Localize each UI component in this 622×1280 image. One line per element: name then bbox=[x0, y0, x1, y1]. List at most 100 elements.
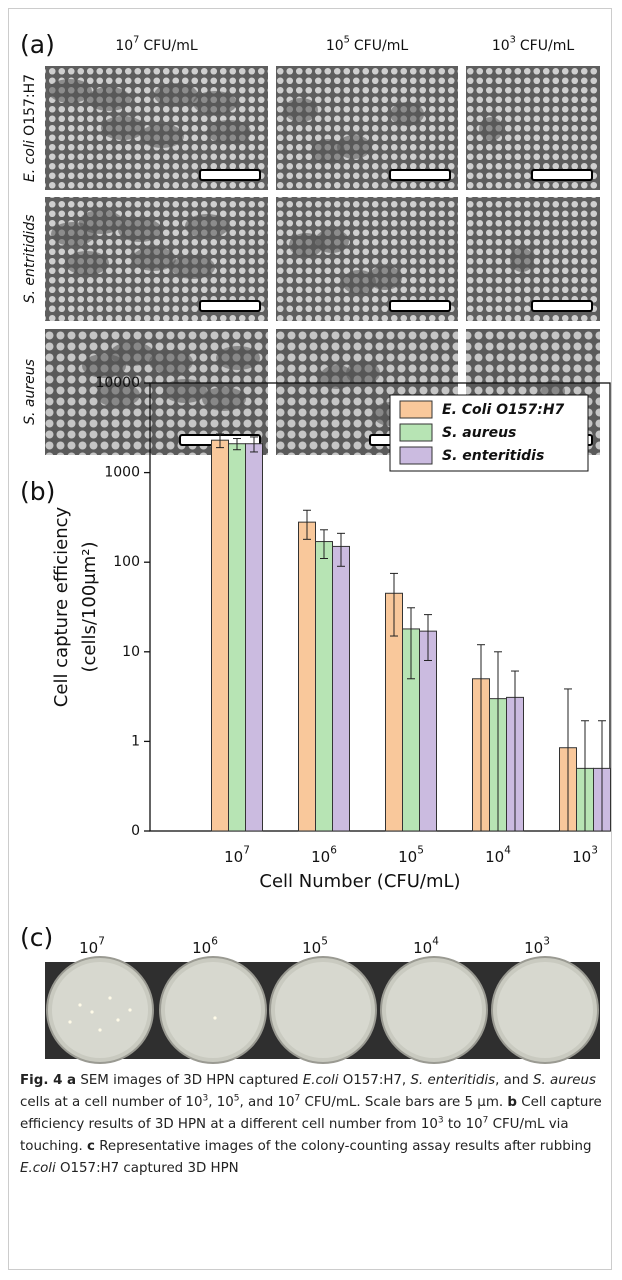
caption-run: O157:H7, bbox=[338, 1073, 411, 1088]
power-exponent: 4 bbox=[504, 844, 511, 856]
caption-run: to 10 bbox=[443, 1117, 483, 1132]
bar bbox=[245, 443, 263, 832]
y-tick-label: 10000 bbox=[95, 375, 140, 391]
unit: CFU/mL bbox=[143, 38, 197, 54]
unit: CFU/mL bbox=[520, 38, 574, 54]
power-exponent: 6 bbox=[330, 844, 337, 856]
x-tick-label: 105 bbox=[398, 844, 424, 865]
power-exponent: 7 bbox=[98, 935, 105, 947]
power-exponent: 7 bbox=[243, 844, 250, 856]
cell-cluster bbox=[311, 139, 345, 163]
unit: CFU/mL bbox=[354, 38, 408, 54]
cell-cluster bbox=[346, 361, 380, 385]
cell-cluster bbox=[510, 248, 534, 272]
power-base: 10 bbox=[572, 848, 591, 866]
column-label: 107 CFU/mL bbox=[115, 35, 197, 54]
cell-cluster bbox=[216, 346, 260, 370]
cell-cluster bbox=[96, 383, 140, 407]
y-tick-label: 1 bbox=[131, 733, 140, 749]
column-label: 105 CFU/mL bbox=[326, 35, 408, 54]
power-exponent: 3 bbox=[543, 935, 550, 947]
caption-run: Cell capture efficiency results of 3D HP… bbox=[20, 1095, 602, 1132]
legend-swatch bbox=[399, 423, 433, 442]
bar bbox=[228, 443, 246, 832]
power-base: 10 bbox=[485, 848, 504, 866]
petri-agar bbox=[165, 962, 261, 1058]
column-label: 105 bbox=[302, 935, 328, 956]
caption-run: S. aureus bbox=[533, 1073, 596, 1088]
panel-label: (b) bbox=[20, 477, 55, 506]
caption-run: SEM images of 3D HPN captured bbox=[76, 1073, 303, 1088]
power-exponent: 3 bbox=[591, 844, 598, 856]
y-tick-label: 0 bbox=[131, 823, 140, 839]
caption-run: cells at a cell number of 10 bbox=[20, 1095, 203, 1110]
column-label: 103 bbox=[524, 935, 550, 956]
caption-run: O157:H7 captured 3D HPN bbox=[55, 1161, 239, 1176]
scale-bar bbox=[531, 300, 593, 312]
caption-run: 7 bbox=[482, 1115, 489, 1126]
power-base: 10 bbox=[192, 939, 211, 957]
power-base: 10 bbox=[326, 38, 344, 54]
x-tick-label: 103 bbox=[572, 844, 598, 865]
cell-cluster bbox=[171, 255, 215, 279]
caption-run: , 10 bbox=[208, 1095, 234, 1110]
caption-run: 7 bbox=[294, 1093, 301, 1104]
caption-run: CFU/mL via touching. bbox=[20, 1117, 569, 1154]
power-base: 10 bbox=[302, 939, 321, 957]
caption-run: CFU/mL. Scale bars are 5 μm. bbox=[300, 1095, 508, 1110]
cell-cluster bbox=[101, 116, 145, 140]
cell-cluster bbox=[154, 83, 198, 107]
cell-cluster bbox=[390, 102, 424, 126]
x-axis-title: Cell Number (CFU/mL) bbox=[259, 871, 460, 892]
caption-run: 5 bbox=[233, 1093, 240, 1104]
cell-cluster bbox=[185, 214, 229, 238]
scale-bar bbox=[389, 169, 451, 181]
figure-graphics: (a) 107 CFU/mL 105 CFU/mL 103 CFU/mLE. coli O1… bbox=[20, 30, 611, 1064]
cell-cluster bbox=[87, 87, 131, 111]
label-run: S. entritidids bbox=[22, 215, 38, 304]
row-label: S. entritidids bbox=[22, 215, 38, 304]
column-label: 107 bbox=[79, 935, 105, 956]
row-label: E. coli O157:H7 bbox=[22, 74, 38, 182]
panel-label: (c) bbox=[20, 923, 53, 952]
cell-cluster bbox=[289, 233, 323, 257]
petri-agar bbox=[386, 962, 482, 1058]
caption-run: c bbox=[87, 1139, 95, 1154]
cell-cluster bbox=[284, 98, 318, 122]
power-exponent: 7 bbox=[133, 35, 139, 46]
power-base: 10 bbox=[115, 38, 133, 54]
colony bbox=[78, 1003, 82, 1007]
bar bbox=[315, 541, 333, 832]
caption-run: E.coli bbox=[20, 1161, 56, 1176]
cell-cluster bbox=[337, 135, 371, 159]
cell-cluster bbox=[132, 247, 176, 271]
cell-cluster bbox=[320, 365, 354, 389]
colony bbox=[68, 1020, 72, 1024]
caption-run: b bbox=[507, 1095, 517, 1110]
caption-run: 3 bbox=[437, 1115, 444, 1126]
power-base: 10 bbox=[524, 939, 543, 957]
colony bbox=[108, 996, 112, 1000]
column-label: 106 bbox=[192, 935, 218, 956]
cell-cluster bbox=[82, 354, 126, 378]
petri-agar bbox=[275, 962, 371, 1058]
caption-run: 3 bbox=[202, 1093, 209, 1104]
caption-run: Representative images of the colony-coun… bbox=[94, 1139, 592, 1154]
power-base: 10 bbox=[224, 848, 243, 866]
caption-run: Fig. 4 a bbox=[20, 1073, 77, 1088]
label-run: O157:H7 bbox=[22, 74, 38, 140]
plot-frame bbox=[149, 382, 611, 832]
legend-swatch bbox=[399, 400, 433, 419]
petri-agar bbox=[497, 962, 593, 1058]
cell-cluster bbox=[118, 218, 162, 242]
cell-cluster bbox=[51, 222, 95, 246]
bar bbox=[419, 630, 437, 832]
power-base: 10 bbox=[79, 939, 98, 957]
power-base: 10 bbox=[492, 38, 510, 54]
cell-cluster bbox=[48, 79, 92, 103]
cell-cluster bbox=[202, 387, 246, 411]
cell-cluster bbox=[65, 251, 109, 275]
caption-run: , and 10 bbox=[239, 1095, 295, 1110]
row-label: S. aureus bbox=[22, 359, 38, 425]
x-tick-label: 106 bbox=[311, 844, 337, 865]
